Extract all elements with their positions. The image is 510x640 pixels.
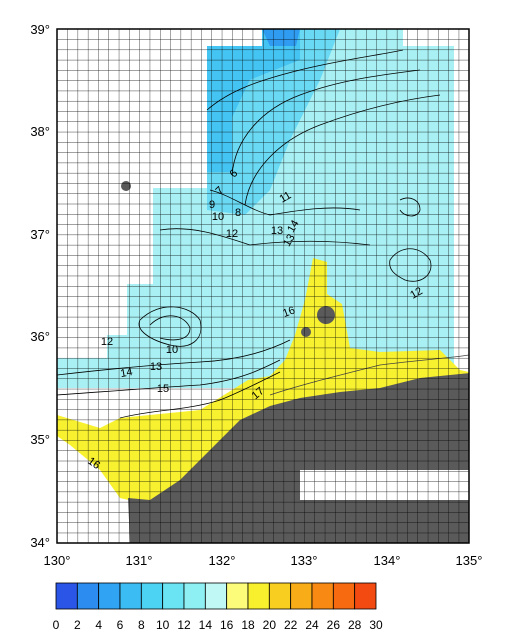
contour-label: 16 [85, 455, 102, 472]
colorbar-tick-label: 2 [74, 618, 81, 632]
contour-label: 16 [281, 304, 297, 319]
lat-tick: 36° [30, 329, 50, 344]
contour-label: 12 [101, 336, 113, 348]
map-border [56, 28, 470, 544]
contour-label: 8 [235, 207, 241, 219]
colorbar-swatch [354, 582, 377, 610]
colorbar-tick-label: 30 [369, 618, 383, 632]
lat-tick: 35° [30, 432, 50, 447]
contour-label: 14 [285, 218, 302, 235]
colorbar-tick-label: 18 [241, 618, 255, 632]
contour-label: 12 [226, 228, 238, 240]
contour-label: 13 [150, 361, 162, 373]
colorbar-swatch [290, 582, 313, 610]
colorbar-tick-label: 0 [53, 618, 60, 632]
lon-tick: 130° [44, 553, 71, 568]
contour-label: 11 [278, 189, 294, 205]
colorbar-tick-label: 14 [199, 618, 213, 632]
colorbar-ticks: 0 2 4 6 8 10 12 14 16 18 20 22 24 26 28 30 [53, 618, 383, 632]
lon-tick: 135° [456, 553, 483, 568]
lon-tick: 132° [209, 553, 236, 568]
colorbar-swatch [76, 582, 100, 610]
contour-label: 14 [119, 366, 133, 380]
lat-tick: 34° [30, 535, 50, 550]
contour-label: 15 [157, 383, 169, 395]
colorbar-tick-label: 10 [156, 618, 170, 632]
colorbar-swatch [332, 582, 356, 610]
colorbar-tick-label: 28 [348, 618, 362, 632]
colorbar-swatch [162, 582, 185, 610]
colorbar-tick-label: 16 [220, 618, 234, 632]
lat-tick: 38° [30, 124, 50, 139]
contour-label: 9 [209, 199, 215, 211]
lon-tick: 133° [291, 553, 318, 568]
colorbar-swatch [55, 582, 78, 610]
colorbar-swatch [183, 582, 206, 610]
contour-label: 10 [166, 344, 178, 356]
colorbar-swatch [140, 582, 164, 610]
colorbar-swatch [98, 582, 121, 610]
lon-tick: 131° [126, 553, 153, 568]
colorbar-swatch [119, 582, 142, 610]
colorbar-swatch [247, 582, 270, 610]
lat-tick: 39° [30, 22, 50, 37]
lat-tick: 37° [30, 227, 50, 242]
contour-label: 13 [271, 225, 283, 237]
latitude-axis: 34° 35° 36° 37° 38° 39° [30, 22, 50, 550]
colorbar-tick-label: 24 [305, 618, 319, 632]
colorbar-tick-label: 12 [177, 618, 191, 632]
colorbar-tick-label: 6 [117, 618, 124, 632]
colorbar-swatch [268, 582, 292, 610]
graticule [57, 29, 469, 543]
longitude-axis: 130° 131° 132° 133° 134° 135° [44, 553, 483, 568]
temperature-colorbar [55, 582, 377, 610]
contour-label: 12 [408, 285, 425, 302]
contour-label: 10 [212, 211, 224, 223]
contour-label: 13 [281, 232, 298, 249]
colorbar-tick-label: 20 [263, 618, 277, 632]
colorbar-tick-label: 22 [284, 618, 298, 632]
colorbar-tick-label: 4 [95, 618, 102, 632]
colorbar-swatch [311, 582, 334, 610]
colorbar-tick-label: 26 [327, 618, 341, 632]
colorbar-swatch [204, 582, 228, 610]
colorbar-tick-label: 8 [138, 618, 145, 632]
colorbar-swatch [226, 582, 249, 610]
lon-tick: 134° [374, 553, 401, 568]
